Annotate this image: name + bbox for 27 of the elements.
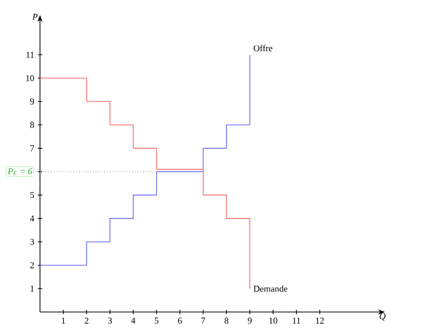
- y-tick-label: 2: [30, 262, 34, 268]
- x-tick-label: 12: [316, 318, 324, 324]
- x-tick-label: 10: [269, 318, 278, 324]
- y-tick-label: 11: [26, 52, 34, 58]
- y-tick-label: 4: [30, 215, 34, 222]
- y-tick-label: 10: [26, 75, 34, 82]
- x-tick-label: 6: [178, 318, 182, 324]
- y-axis-title: P: [32, 14, 38, 20]
- y-tick-label: 8: [30, 122, 34, 128]
- ref-line-label: P$_{E}$ = 6: [8, 168, 32, 176]
- series-label: Demande: [254, 285, 288, 292]
- x-tick-label: 8: [224, 318, 228, 324]
- x-tick-label: 7: [202, 318, 206, 324]
- x-tick-label: 5: [154, 318, 158, 324]
- x-tick-label: 3: [108, 318, 112, 324]
- y-tick-label: 1: [30, 286, 34, 292]
- y-tick-label: 5: [30, 192, 34, 198]
- x-tick-label: 9: [248, 318, 252, 324]
- series-label: Offre: [254, 44, 272, 52]
- y-tick-label: 3: [30, 238, 34, 245]
- x-axis-title: Q: [380, 313, 386, 321]
- x-tick-label: 1: [62, 318, 66, 324]
- x-tick-label: 4: [131, 318, 136, 324]
- x-tick-label: 11: [292, 318, 300, 324]
- x-tick-label: 2: [84, 318, 88, 324]
- y-tick-label: 7: [30, 145, 34, 152]
- y-tick-label: 9: [30, 98, 34, 105]
